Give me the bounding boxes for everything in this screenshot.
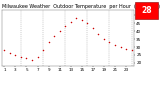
Point [130, 50, 133, 51]
Point [64, 26, 67, 27]
Point [97, 34, 100, 35]
Point [58, 30, 61, 32]
Point [31, 59, 33, 60]
Point [103, 38, 105, 40]
Point [125, 48, 127, 49]
Point [80, 19, 83, 21]
Point [69, 21, 72, 22]
Point [20, 56, 22, 57]
Point [47, 42, 50, 43]
Text: Milwaukee Weather  Outdoor Temperature  per Hour  (24 Hours): Milwaukee Weather Outdoor Temperature pe… [2, 4, 160, 9]
Point [108, 42, 111, 43]
Point [9, 53, 11, 54]
Point [36, 56, 39, 57]
Point [86, 22, 89, 24]
Point [119, 46, 122, 48]
Point [25, 58, 28, 59]
Point [14, 54, 17, 56]
Point [53, 35, 56, 37]
Point [3, 50, 6, 51]
Point [42, 50, 44, 51]
Text: 28: 28 [141, 6, 152, 15]
Point [92, 27, 94, 29]
Point [75, 18, 78, 19]
Point [114, 45, 116, 46]
